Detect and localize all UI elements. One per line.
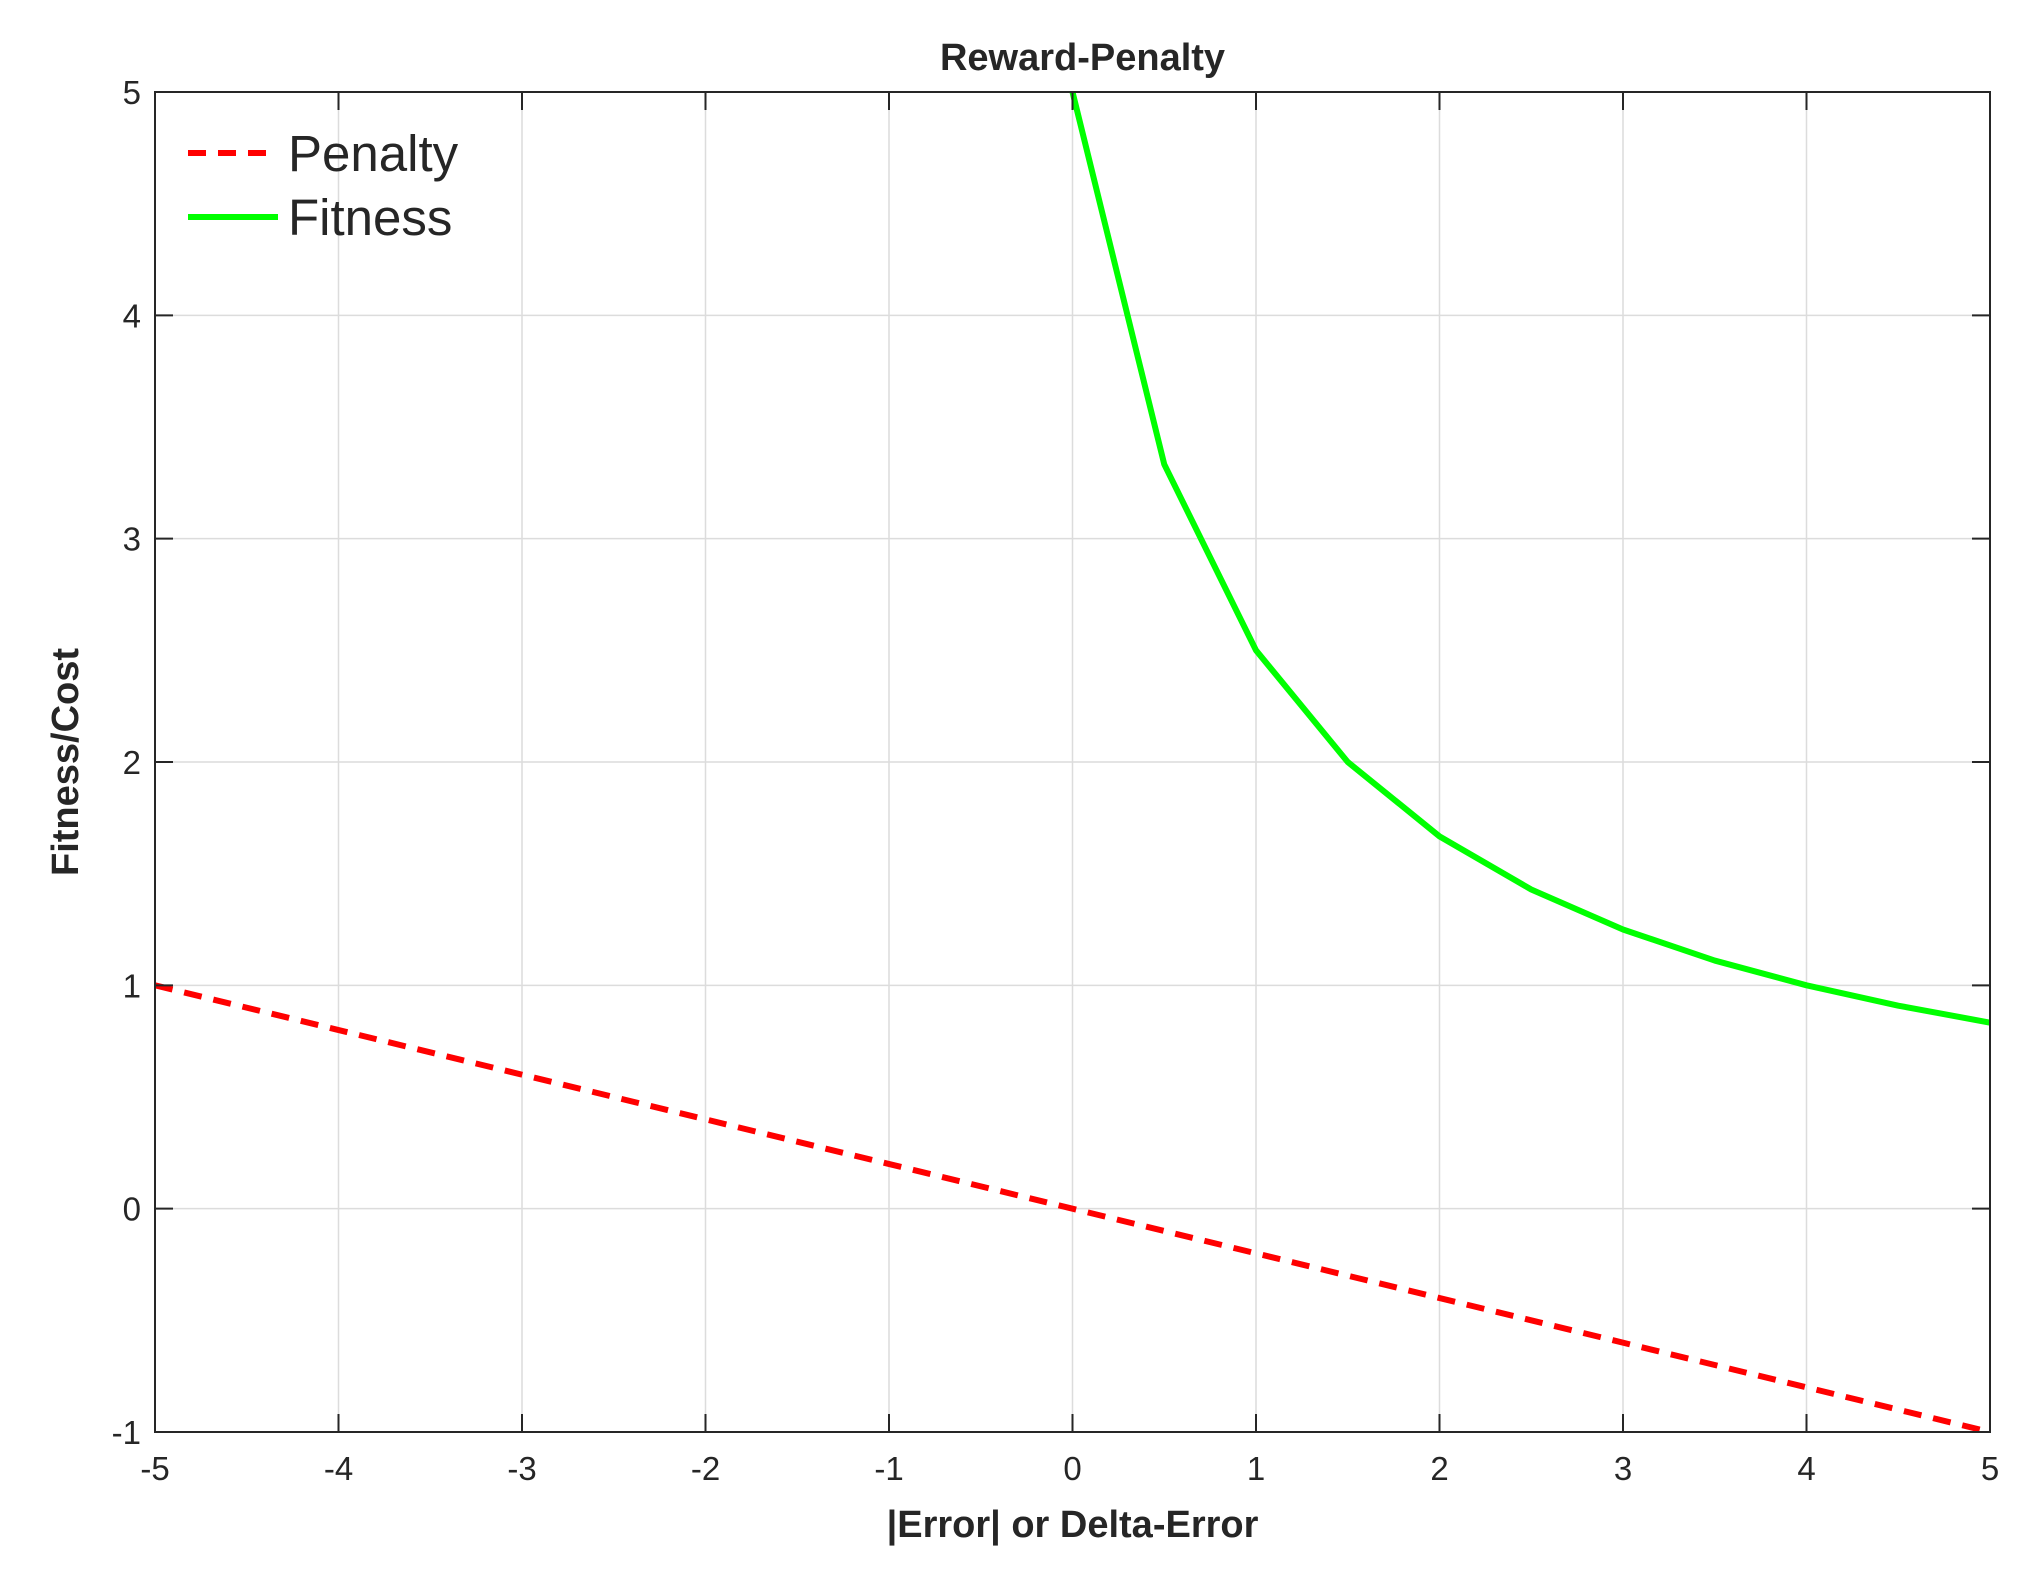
x-tick-label: 1 <box>1247 1450 1265 1487</box>
y-tick-label: 3 <box>123 521 141 558</box>
x-tick-label: 0 <box>1063 1450 1081 1487</box>
x-tick-label: 2 <box>1430 1450 1448 1487</box>
y-tick-label: 4 <box>123 297 141 334</box>
x-tick-label: -3 <box>507 1450 536 1487</box>
y-tick-label: -1 <box>112 1414 141 1451</box>
y-axis-label: Fitness/Cost <box>45 648 87 876</box>
legend-label-fitness: Fitness <box>288 189 452 246</box>
y-tick-label: 1 <box>123 967 141 1004</box>
legend: Penalty Fitness <box>188 125 459 246</box>
series-lines <box>155 91 1990 1434</box>
grid <box>154 91 1991 1433</box>
y-tick-label: 0 <box>123 1191 141 1228</box>
x-tick-label: 3 <box>1614 1450 1632 1487</box>
y-tick-label: 2 <box>123 744 141 781</box>
x-tick-label: -5 <box>140 1450 169 1487</box>
axis-ticks: -5 -4 -3 -2 -1 0 1 2 3 4 5 -1 0 1 2 3 4 5 <box>112 74 2000 1487</box>
chart-title: Reward-Penalty <box>940 37 1225 79</box>
series-line-fitness <box>1069 91 1990 1026</box>
x-tick-label: -2 <box>691 1450 720 1487</box>
series-line-penalty <box>155 982 1990 1434</box>
x-tick-label: -4 <box>324 1450 353 1487</box>
x-tick-label: 4 <box>1797 1450 1815 1487</box>
x-tick-label: 5 <box>1981 1450 1999 1487</box>
x-tick-label: -1 <box>874 1450 903 1487</box>
x-axis-label: |Error| or Delta-Error <box>887 1504 1259 1546</box>
legend-label-penalty: Penalty <box>288 125 459 182</box>
y-tick-label: 5 <box>123 74 141 111</box>
